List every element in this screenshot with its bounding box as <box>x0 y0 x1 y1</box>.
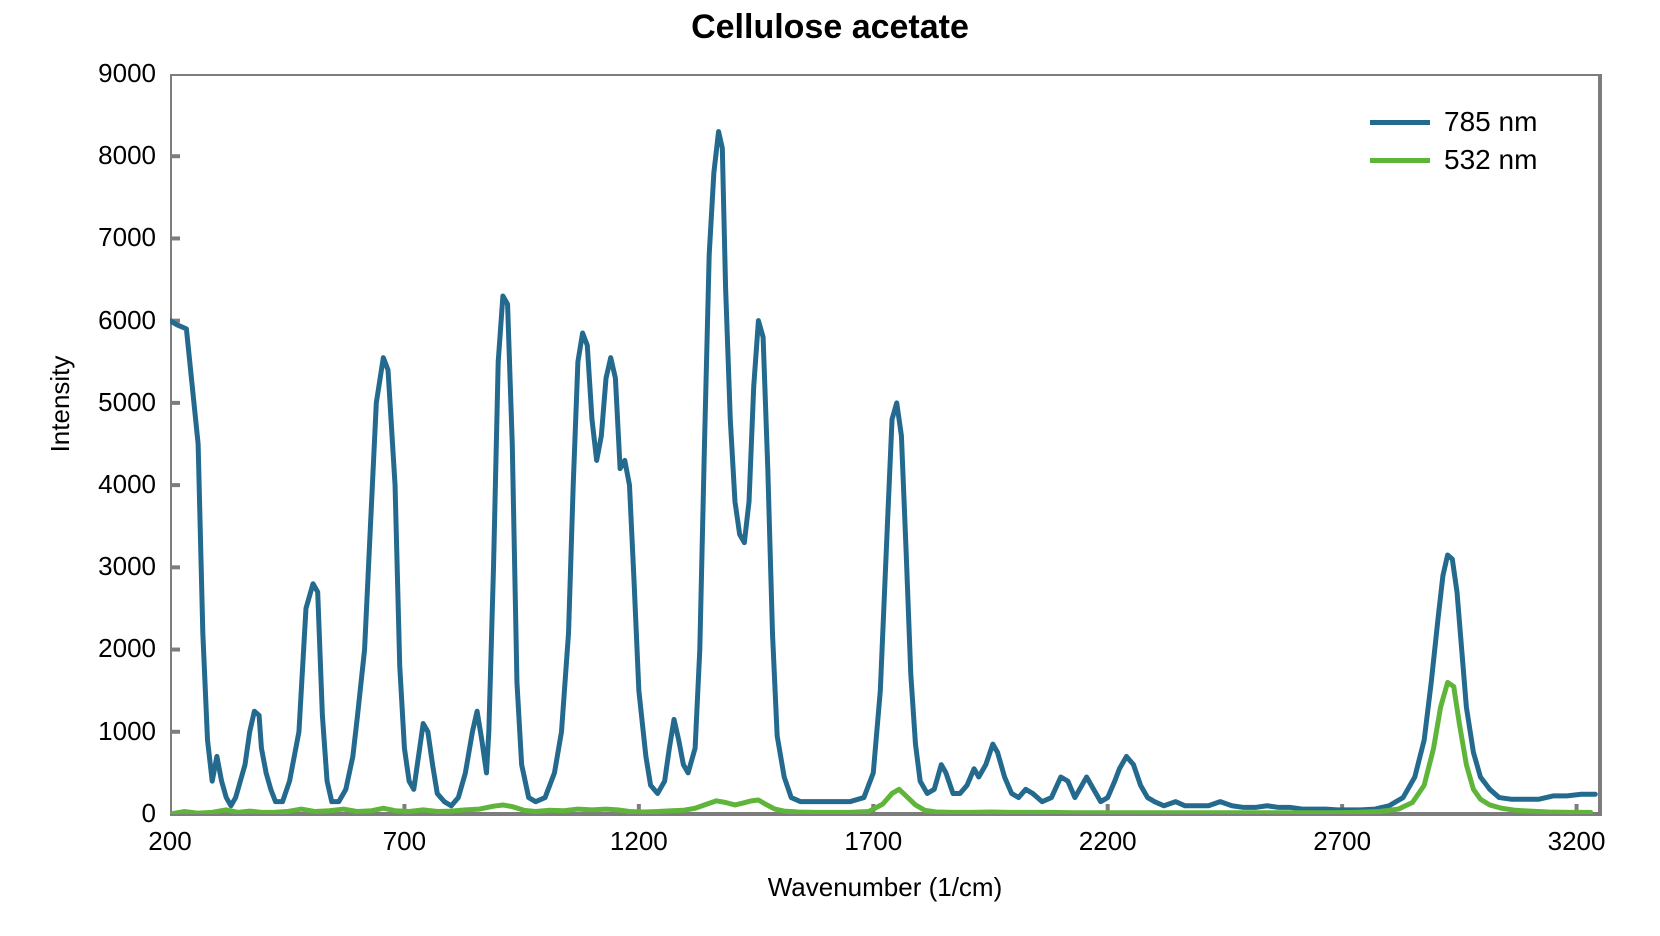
y-tick-label: 5000 <box>98 387 156 418</box>
y-tick-label: 0 <box>142 798 156 829</box>
legend-item: 532 nm <box>1370 144 1537 176</box>
y-tick-label: 4000 <box>98 469 156 500</box>
x-tick-label: 1200 <box>609 826 669 857</box>
legend: 785 nm 532 nm <box>1370 106 1537 182</box>
y-tick-label: 2000 <box>98 633 156 664</box>
legend-swatch <box>1370 158 1430 163</box>
y-axis-label: Intensity <box>45 304 76 504</box>
chart-container: Cellulose acetate Intensity Wavenumber (… <box>0 0 1660 936</box>
x-tick-label: 2700 <box>1312 826 1372 857</box>
y-tick-label: 8000 <box>98 140 156 171</box>
y-tick-label: 3000 <box>98 551 156 582</box>
x-tick-label: 2200 <box>1078 826 1138 857</box>
legend-label: 532 nm <box>1444 144 1537 176</box>
y-tick-label: 7000 <box>98 222 156 253</box>
legend-label: 785 nm <box>1444 106 1537 138</box>
x-tick-label: 1700 <box>843 826 903 857</box>
y-tick-label: 6000 <box>98 305 156 336</box>
y-tick-label: 9000 <box>98 58 156 89</box>
x-tick-label: 200 <box>140 826 200 857</box>
x-tick-label: 700 <box>374 826 434 857</box>
chart-title: Cellulose acetate <box>0 8 1660 47</box>
legend-swatch <box>1370 120 1430 125</box>
x-axis-label: Wavenumber (1/cm) <box>170 872 1600 903</box>
legend-item: 785 nm <box>1370 106 1537 138</box>
x-tick-label: 3200 <box>1547 826 1607 857</box>
plot-svg <box>170 74 1602 816</box>
y-tick-label: 1000 <box>98 716 156 747</box>
